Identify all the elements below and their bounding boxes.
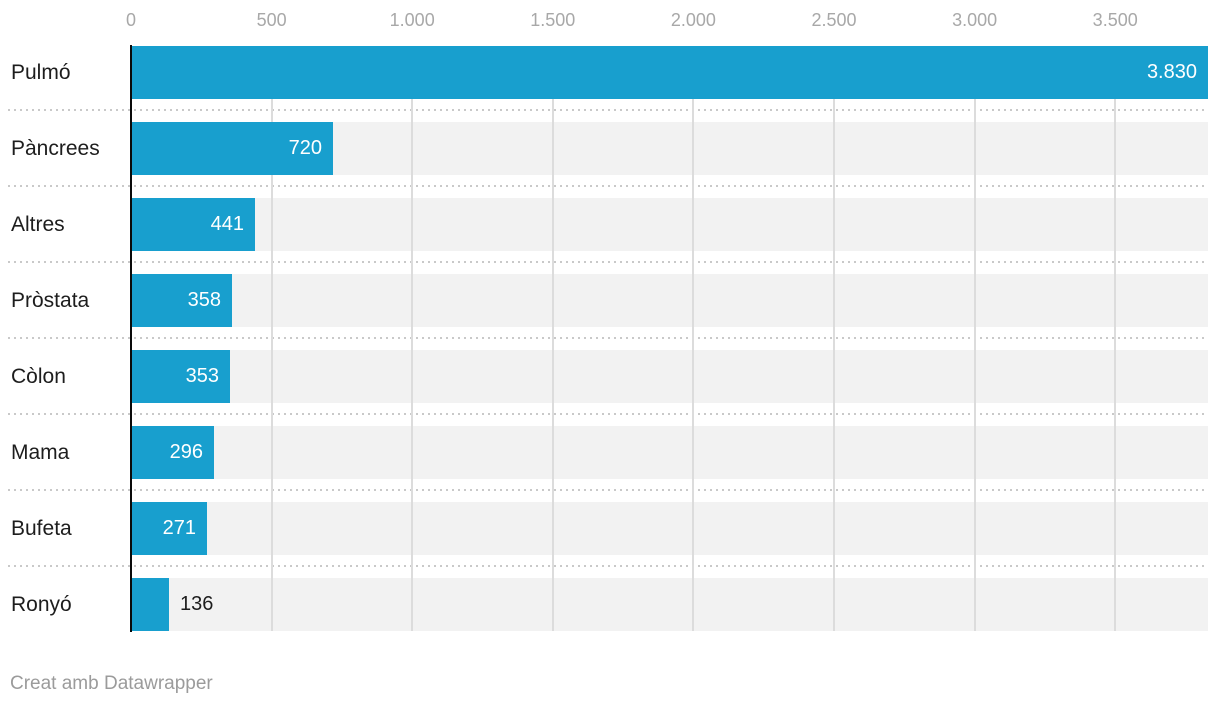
category-label: Mama [11,440,70,464]
value-label: 353 [185,365,219,387]
bar-row-altres: 441 Altres [0,198,1220,251]
x-gridline [692,46,695,631]
x-tick-label: 2.500 [811,10,857,30]
bar-ronyo: 136 [131,578,213,631]
category-label: Pulmó [11,60,71,84]
value-label: 296 [169,441,203,463]
bar-row-colon: 353 Còlon [0,350,1220,403]
value-label: 720 [288,137,322,159]
value-label: 441 [210,213,244,235]
category-label: Pròstata [11,288,90,312]
category-label: Pàncrees [11,136,100,160]
bar-track [131,274,1208,327]
category-label: Bufeta [11,516,72,540]
row-separator [8,261,1208,263]
row-separator [8,489,1208,491]
value-label: 3.830 [1146,61,1197,83]
bar-track [131,426,1208,479]
x-tick-label: 1.500 [530,10,576,30]
row-separator [8,109,1208,111]
bar-track [131,578,1208,631]
bar-bufeta: 271 [131,502,207,555]
x-gridline [973,46,976,631]
datawrapper-credit-link[interactable]: Creat amb Datawrapper [10,673,213,694]
bar-row-mama: 296 Mama [0,426,1220,479]
row-separator [8,565,1208,567]
bar-track [131,198,1208,251]
x-tick-label: 3.000 [952,10,998,30]
x-gridline [411,46,414,631]
zero-axis-line [130,45,132,632]
bar-altres: 441 [131,198,255,251]
bar-pulmo: 3.830 [131,46,1208,99]
row-separator [8,413,1208,415]
bar-track [131,350,1208,403]
x-gridline [551,46,554,631]
category-label: Ronyó [11,592,72,616]
row-separator [8,337,1208,339]
bar-colon: 353 [131,350,230,403]
x-tick-label: 2.000 [670,10,716,30]
row-separator [8,185,1208,187]
bar-prostata: 358 [131,274,232,327]
bar-row-pancrees: 720 Pàncrees [0,122,1220,175]
value-label: 136 [180,593,214,615]
bar-row-ronyo: 136 Ronyó [0,578,1220,631]
bar-track [131,502,1208,555]
bar-row-bufeta: 271 Bufeta [0,502,1220,555]
bar-row-prostata: 358 Pròstata [0,274,1220,327]
bar-mama: 296 [131,426,214,479]
x-tick-label: 1.000 [389,10,435,30]
value-label: 358 [187,289,221,311]
category-label: Còlon [11,364,66,388]
value-label: 271 [162,517,196,539]
x-gridline [270,46,273,631]
x-tick-label: 500 [256,10,287,30]
category-label: Altres [11,212,65,236]
bar-pancrees: 720 [131,122,333,175]
x-gridline [1114,46,1117,631]
x-tick-label: 0 [125,10,137,30]
bar-row-pulmo: 3.830 Pulmó [0,46,1220,99]
x-gridline [833,46,835,631]
x-tick-label: 3.500 [1092,10,1138,30]
